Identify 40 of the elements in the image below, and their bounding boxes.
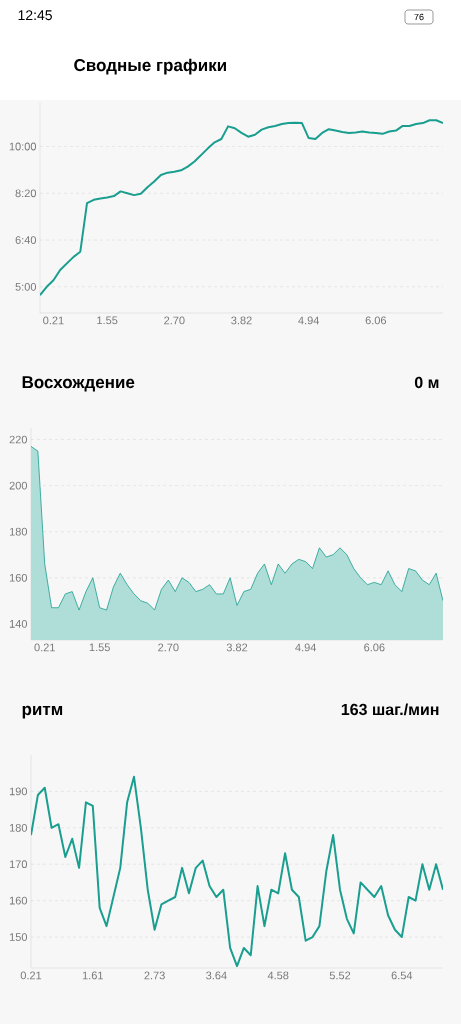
y-tick-label: 170 [9,860,28,869]
x-tick-label: 6.06 [364,643,385,652]
x-tick-label: 4.58 [267,971,289,980]
chart-title: Сводные графики [74,58,226,75]
y-tick-label: 160 [9,896,28,905]
text: 76 [414,13,424,21]
y-tick-label: 220 [9,435,28,444]
y-tick-label: 180 [9,527,28,536]
y-tick-label: 190 [9,787,28,796]
x-tick-label: 2.70 [164,316,185,325]
y-tick-label: 150 [9,933,28,941]
y-tick-label: 5:00 [15,282,37,291]
text: 12:45 [18,10,52,21]
chart-title: Восхождение [22,376,135,392]
y-tick-label: 6:40 [15,236,37,244]
x-tick-label: 6.54 [391,971,413,980]
y-tick-label: 8:20 [15,189,37,198]
y-tick-label: 10:00 [9,142,37,151]
x-tick-label: 0.21 [43,316,64,325]
x-tick-label: 5.52 [329,971,351,980]
chart-subtitle: 163 шаг./мин [341,703,439,716]
x-tick-label: 1.55 [89,643,110,652]
x-tick-label: 3.64 [206,971,227,980]
x-tick-label: 2.70 [158,643,179,652]
y-tick-label: 160 [9,573,28,582]
x-tick-label: 1.55 [97,316,118,325]
y-tick-label: 180 [9,823,28,832]
y-tick-label: 140 [9,619,28,628]
x-tick-label: 0.21 [20,971,42,980]
y-tick-label: 200 [9,481,28,490]
x-tick-label: 0.21 [34,643,55,652]
x-tick-label: 6.06 [365,316,387,325]
x-tick-label: 3.82 [231,316,252,325]
x-tick-label: 4.94 [295,643,317,652]
chart-subtitle: 0 м [414,376,439,389]
x-tick-label: 1.61 [82,971,103,980]
x-tick-label: 4.94 [298,316,320,325]
x-tick-label: 2.73 [144,971,165,980]
chart-title: ритм [22,705,63,719]
x-tick-label: 3.82 [226,643,248,652]
